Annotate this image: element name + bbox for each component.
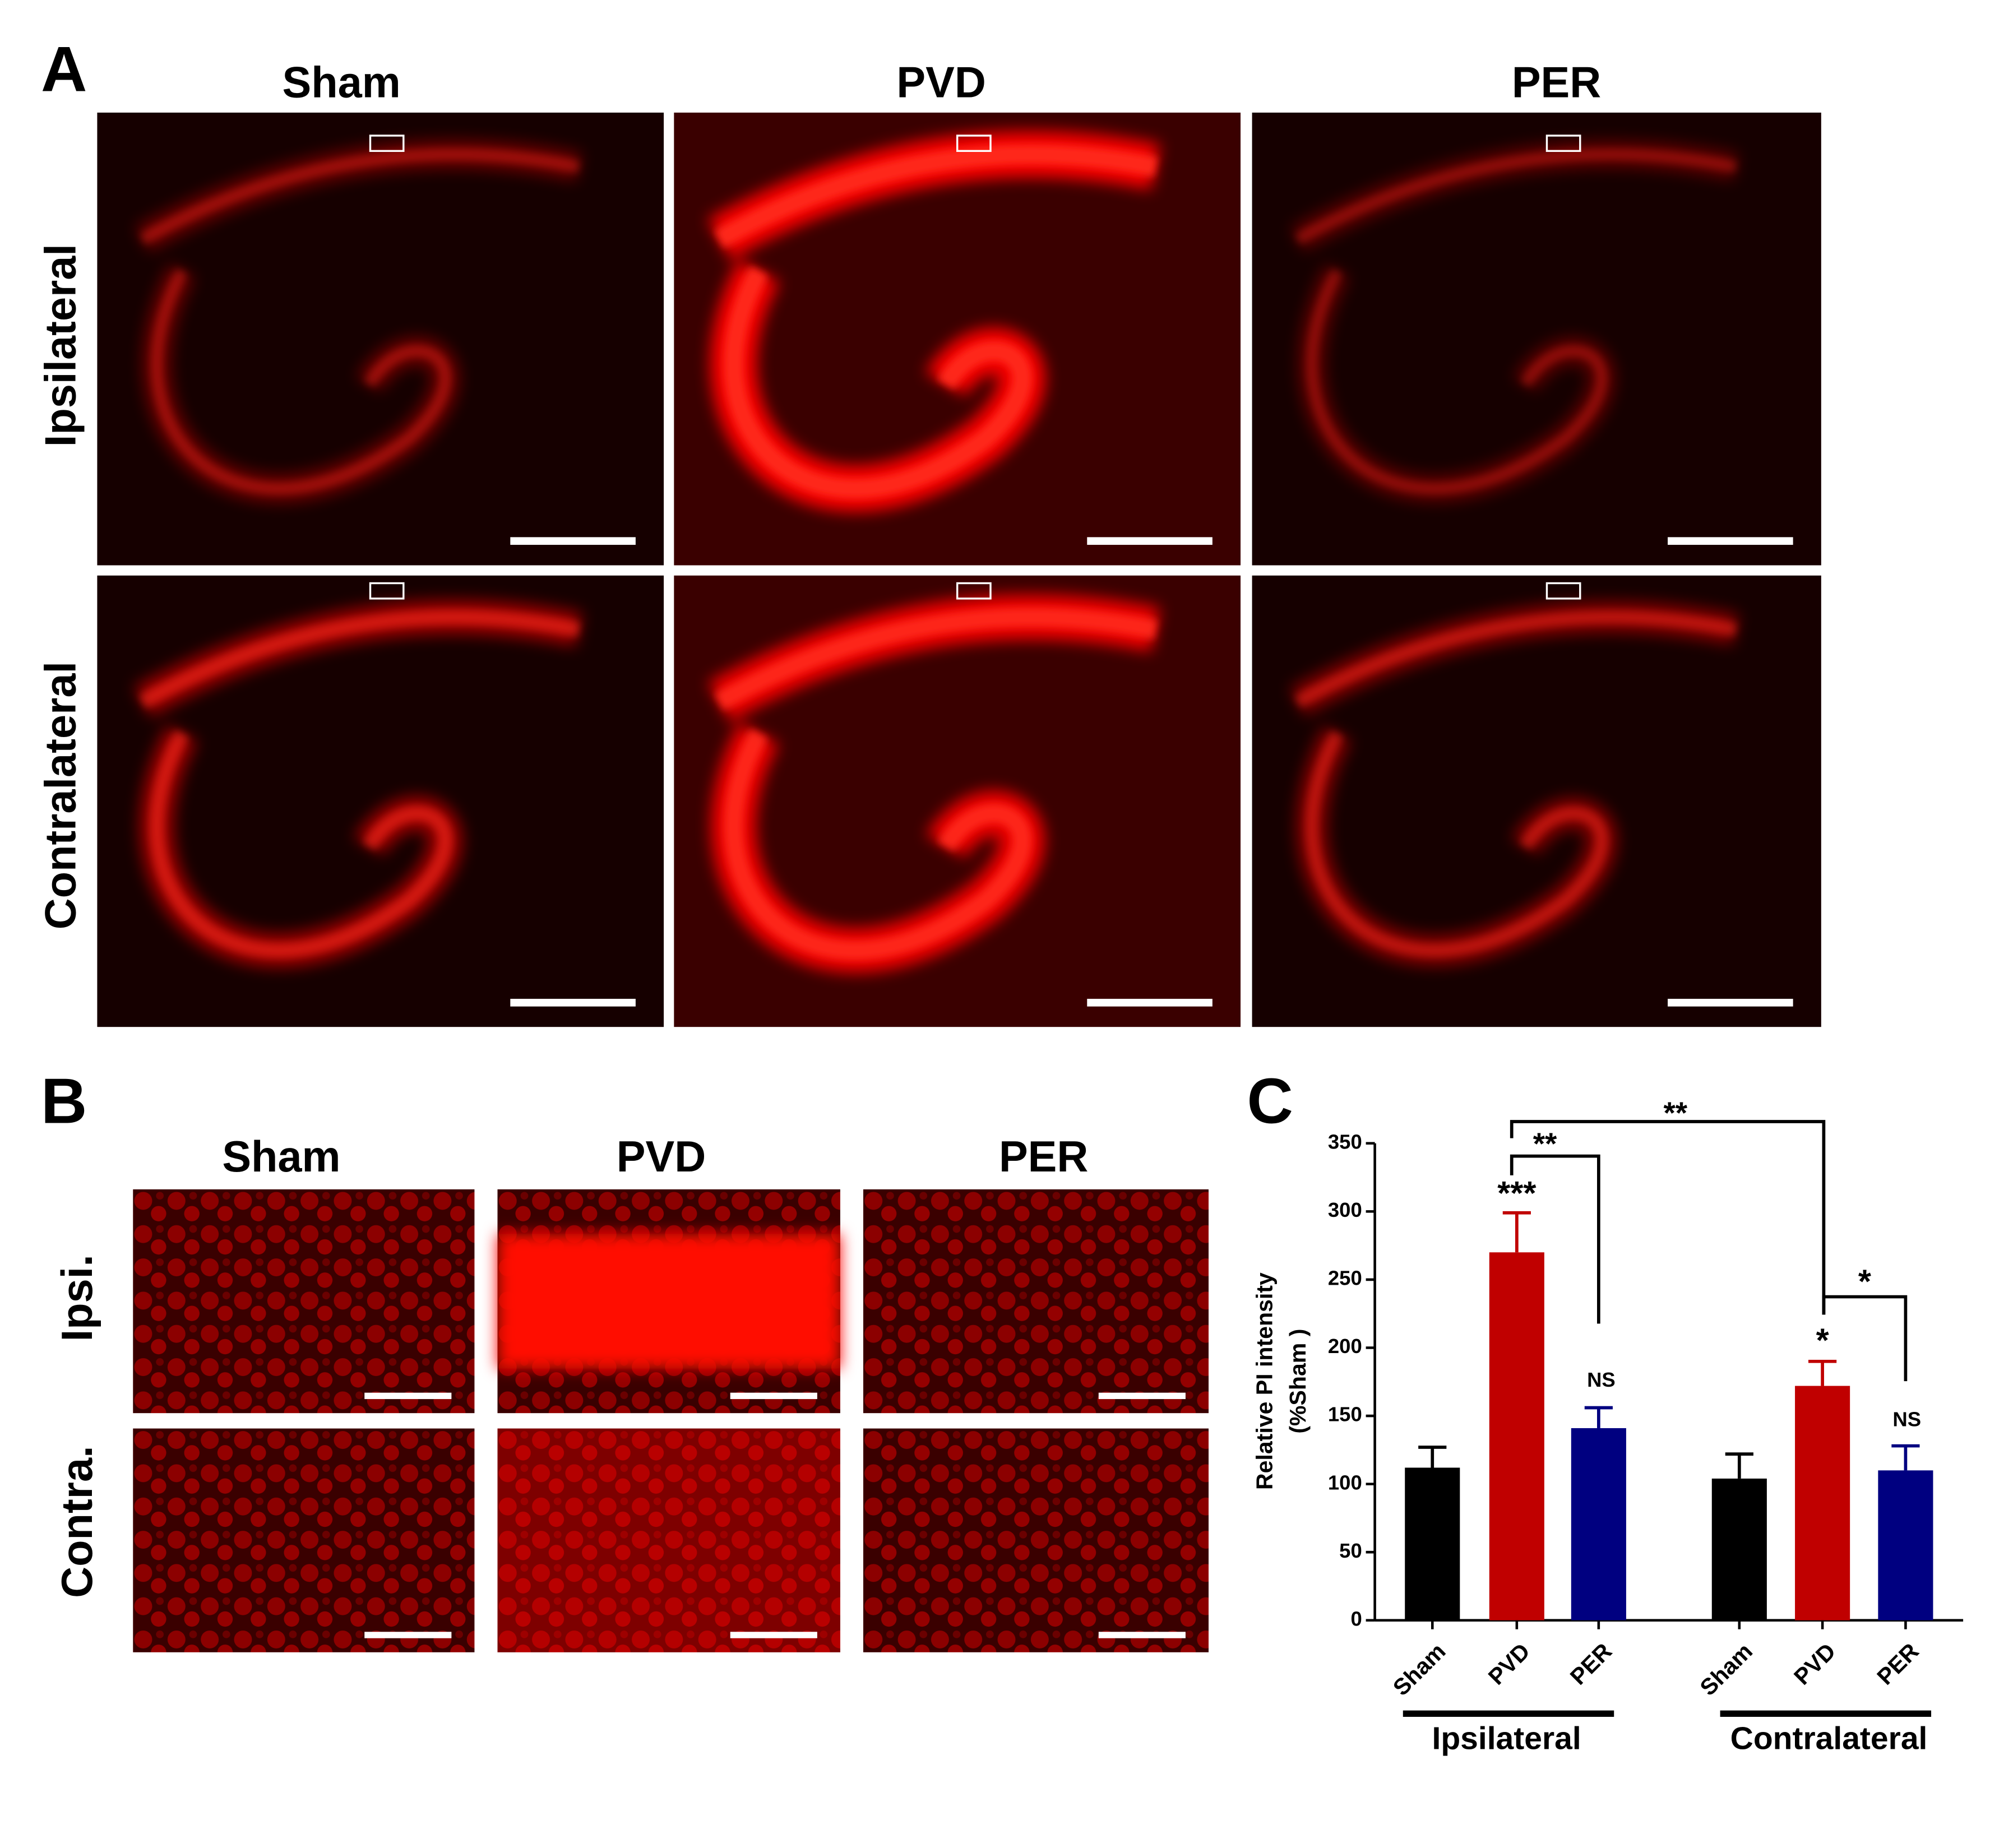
significance-bracket bbox=[1822, 1295, 1908, 1382]
bar bbox=[1571, 1428, 1626, 1620]
image-bg bbox=[863, 1189, 1209, 1414]
micrograph bbox=[497, 1428, 840, 1652]
annotation: ** bbox=[1533, 1126, 1557, 1161]
column-title: PER bbox=[999, 1133, 1088, 1181]
image-bg bbox=[97, 575, 664, 1027]
annotation: NS bbox=[1587, 1368, 1616, 1391]
image-bg bbox=[1252, 575, 1821, 1027]
cell-layer bbox=[497, 1428, 840, 1652]
panel-label: A bbox=[41, 34, 87, 105]
scale-bar bbox=[1098, 1392, 1186, 1400]
row-label: Contra. bbox=[53, 1446, 101, 1597]
annotation: NS bbox=[1892, 1407, 1921, 1430]
y-tick-label: 250 bbox=[1328, 1267, 1362, 1290]
y-tick-label: 0 bbox=[1350, 1607, 1362, 1630]
y-tick-label: 50 bbox=[1339, 1539, 1362, 1562]
y-tick-label: 300 bbox=[1328, 1198, 1362, 1221]
y-tick-label: 200 bbox=[1328, 1335, 1362, 1358]
micrograph bbox=[97, 575, 664, 1027]
micrograph bbox=[97, 112, 664, 566]
micrograph bbox=[497, 1189, 840, 1414]
y-axis-title: Relative PI intensity bbox=[1252, 1272, 1278, 1490]
panel-label: B bbox=[41, 1066, 87, 1137]
y-tick-label: 100 bbox=[1328, 1471, 1362, 1494]
image-bg bbox=[1252, 112, 1821, 566]
cell-layer bbox=[1294, 149, 1737, 494]
cell-layer bbox=[1294, 610, 1737, 957]
micrograph bbox=[133, 1428, 475, 1652]
column-title: Sham bbox=[222, 1133, 340, 1181]
scale-bar bbox=[364, 1392, 452, 1400]
image-bg bbox=[97, 112, 664, 566]
cell-layer bbox=[714, 144, 1158, 499]
significance-bracket bbox=[1510, 1154, 1600, 1324]
cell-layer bbox=[714, 607, 1158, 960]
micrograph bbox=[1252, 112, 1821, 566]
scale-bar bbox=[364, 1632, 452, 1638]
scale-bar bbox=[730, 1632, 817, 1638]
image-bg bbox=[497, 1428, 840, 1652]
image-bg bbox=[133, 1428, 475, 1652]
micrograph bbox=[1252, 575, 1821, 1027]
scale-bar bbox=[1668, 998, 1793, 1007]
roi-box bbox=[369, 582, 405, 600]
micrograph bbox=[674, 112, 1241, 566]
group-label: Contralateral bbox=[1730, 1720, 1928, 1756]
annotation: * bbox=[1816, 1321, 1830, 1359]
cell-layer bbox=[497, 1234, 840, 1369]
group-label: Ipsilateral bbox=[1432, 1720, 1581, 1756]
row-label: Ipsi. bbox=[53, 1254, 101, 1341]
y-tick-label: 150 bbox=[1328, 1403, 1362, 1426]
annotation: * bbox=[1858, 1262, 1872, 1300]
bar bbox=[1878, 1470, 1933, 1620]
scale-bar bbox=[730, 1392, 817, 1400]
micrograph bbox=[674, 575, 1241, 1027]
annotation: *** bbox=[1497, 1174, 1537, 1212]
roi-box bbox=[956, 582, 992, 600]
scale-bar bbox=[1087, 998, 1212, 1007]
y-tick-label: 350 bbox=[1328, 1130, 1362, 1153]
bar bbox=[1795, 1386, 1850, 1620]
micrograph bbox=[133, 1189, 475, 1414]
column-title: Sham bbox=[283, 58, 401, 106]
image-bg bbox=[133, 1189, 475, 1414]
scale-bar bbox=[1668, 537, 1793, 545]
scale-bar bbox=[1087, 537, 1212, 545]
roi-box bbox=[956, 135, 992, 152]
scale-bar bbox=[1098, 1632, 1186, 1638]
scale-bar bbox=[510, 998, 636, 1007]
roi-box bbox=[1545, 135, 1581, 152]
y-axis-title: (%Sham ) bbox=[1285, 1329, 1311, 1434]
roi-box bbox=[1545, 582, 1581, 600]
cell-layer bbox=[139, 148, 580, 495]
column-title: PVD bbox=[617, 1133, 706, 1181]
row-label: Ipsilateral bbox=[37, 244, 85, 447]
scale-bar bbox=[510, 537, 636, 545]
cell-layer bbox=[138, 609, 581, 958]
micrographs bbox=[97, 112, 1821, 1652]
column-title: PVD bbox=[896, 58, 985, 106]
bar bbox=[1711, 1478, 1767, 1620]
roi-box bbox=[369, 135, 405, 152]
image-bg bbox=[863, 1428, 1209, 1652]
micrograph bbox=[863, 1428, 1209, 1652]
annotation: ** bbox=[1663, 1095, 1687, 1130]
micrograph bbox=[863, 1189, 1209, 1414]
significance-bracket bbox=[1510, 1120, 1826, 1315]
column-title: PER bbox=[1512, 58, 1601, 106]
panel-label: C bbox=[1247, 1066, 1293, 1137]
bar bbox=[1489, 1252, 1544, 1620]
bar bbox=[1405, 1467, 1460, 1620]
row-label: Contralateral bbox=[37, 661, 85, 929]
